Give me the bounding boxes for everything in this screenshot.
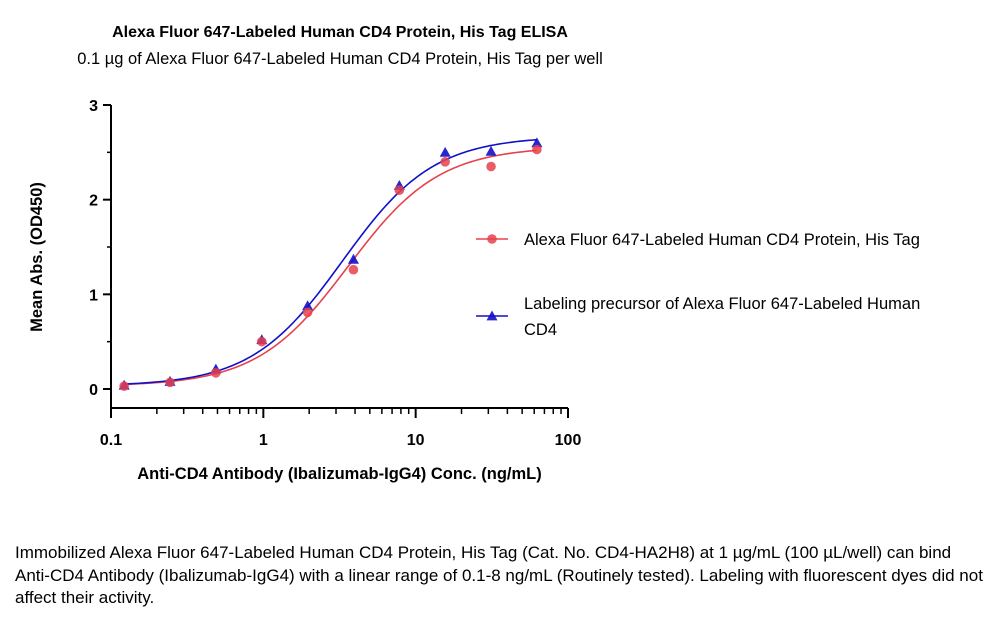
fit-curve-series-2 [124, 138, 537, 385]
data-point-series-2 [302, 300, 314, 311]
y-tick-label: 0 [89, 382, 98, 399]
legend-label-series-1: Alexa Fluor 647-Labeled Human CD4 Protei… [524, 231, 920, 249]
data-point-series-1 [348, 264, 359, 275]
data-point-series-1 [486, 161, 496, 172]
data-point-series-1 [256, 336, 267, 347]
y-tick-label: 2 [89, 193, 98, 210]
data-point-series-1 [532, 144, 542, 155]
legend-marker-series-2 [486, 310, 498, 321]
data-point-series-1 [165, 377, 175, 388]
data-point-series-1 [119, 381, 129, 391]
data-point-series-2 [347, 253, 359, 264]
legend-marker-series-1 [487, 234, 497, 244]
data-point-series-2 [485, 145, 497, 156]
chart-subtitle: 0.1 µg of Alexa Fluor 647-Labeled Human … [77, 50, 603, 68]
data-point-series-2 [531, 137, 543, 148]
y-tick-label: 1 [89, 287, 98, 304]
data-point-series-1 [394, 185, 405, 195]
x-tick-label: 1 [259, 432, 268, 449]
x-axis-label: Anti-CD4 Antibody (Ibalizumab-IgG4) Conc… [137, 465, 542, 483]
x-tick-label: 0.1 [100, 432, 122, 449]
data-point-series-1 [440, 157, 450, 167]
fit-curve-series-1 [124, 149, 537, 386]
chart-title: Alexa Fluor 647-Labeled Human CD4 Protei… [112, 24, 568, 41]
x-tick-label: 10 [407, 432, 425, 449]
data-point-series-1 [211, 368, 221, 378]
data-point-series-2 [439, 146, 451, 157]
figure-caption: Immobilized Alexa Fluor 647-Labeled Huma… [15, 543, 983, 607]
data-point-series-1 [302, 307, 313, 318]
y-axis-label: Mean Abs. (OD450) [28, 182, 46, 332]
elisa-chart: 0 1 2 3 0.1 1 10 100 Anti-CD4 Antibody (Ibalizum… [28, 98, 920, 483]
legend-label-series-2: Labeling precursor of Alexa Fluor 647-La… [524, 295, 920, 339]
x-tick-label: 100 [555, 432, 582, 449]
y-tick-label: 3 [89, 98, 98, 115]
